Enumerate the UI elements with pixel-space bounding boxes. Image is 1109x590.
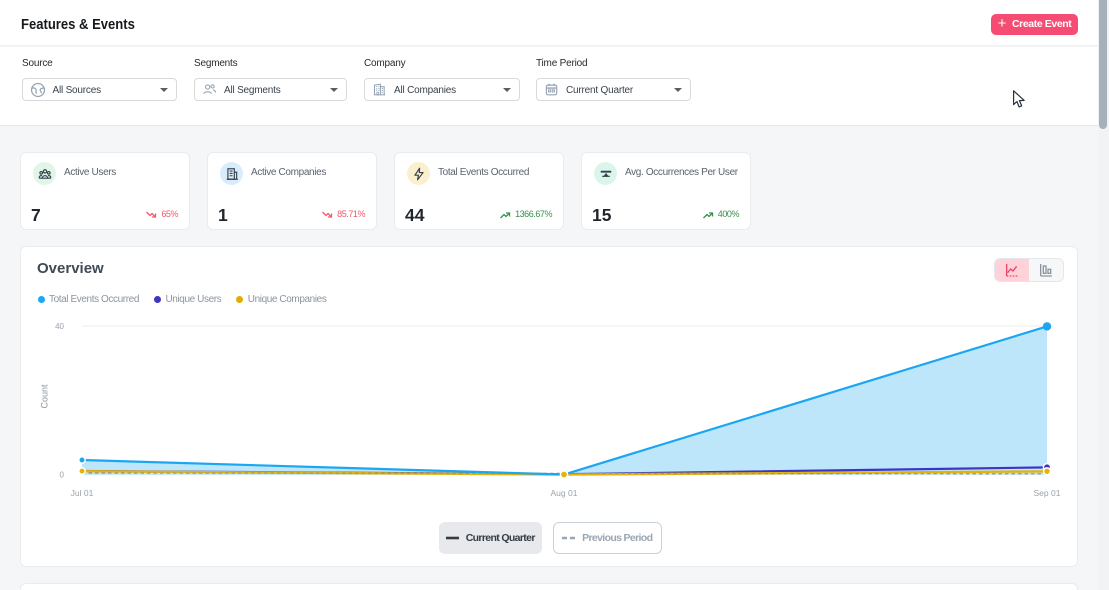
svg-text:Sep 01: Sep 01 xyxy=(1034,488,1061,498)
svg-text:40: 40 xyxy=(55,322,64,331)
svg-text:Count: Count xyxy=(40,384,50,409)
svg-text:Jul 01: Jul 01 xyxy=(71,488,94,498)
svg-text:0: 0 xyxy=(60,470,65,479)
svg-text:Aug 01: Aug 01 xyxy=(551,488,578,498)
